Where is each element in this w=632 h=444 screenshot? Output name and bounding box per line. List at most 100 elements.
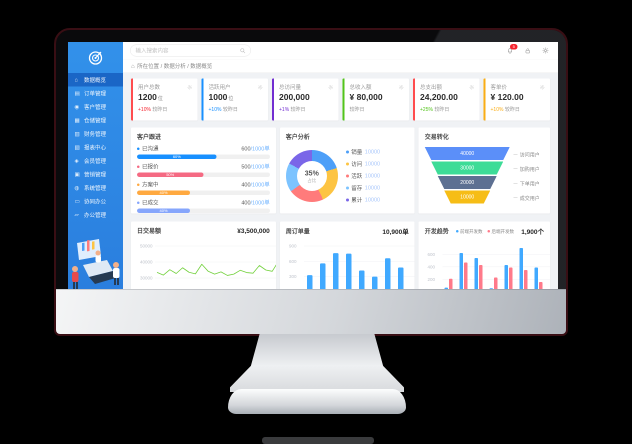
progress-fill: 40%: [137, 208, 191, 213]
search-input[interactable]: 输入搜索内容: [130, 44, 251, 57]
panel-line: 日交易额 ¥3,500,000 50000 40000 30000: [131, 221, 276, 292]
progress-track: 40%: [137, 190, 270, 195]
gear-icon[interactable]: [187, 84, 193, 90]
sidebar-item-customers[interactable]: ◉ 客户管理: [68, 100, 123, 114]
sidebar-item-orders[interactable]: ▤ 订单管理: [68, 87, 123, 101]
legend-item: 销量 10000: [345, 148, 380, 156]
sidebar-item-system[interactable]: ◍ 系统管理: [68, 181, 123, 195]
gear-icon[interactable]: [328, 84, 334, 90]
progress-track: 60%: [137, 154, 270, 159]
svg-text:400: 400: [428, 264, 436, 269]
sidebar-item-label: 办公管理: [84, 212, 106, 219]
bottom-row: 日交易额 ¥3,500,000 50000 40000 30000 周订单量 10,…: [131, 221, 551, 292]
progress-list: 已沟通 600/1000单 60% 已报价 500/1000单 50% 方案中 400/100…: [137, 145, 270, 213]
main-column: 输入搜索内容: [123, 42, 558, 292]
monitor: ⌂ 数据概览 ▤ 订单管理 ◉ 客户管理 ▦ 仓储管理 ▥ 财务管理 ▧ 报表中心 ◈ 会员管理 ▣ 营销管理…: [54, 28, 568, 336]
sidebar-item-members[interactable]: ◈ 会员管理: [68, 154, 123, 168]
donut-chart: 35% 占比: [285, 150, 338, 202]
panel-title: 开发趋势: [424, 228, 449, 235]
gear-icon[interactable]: [399, 84, 405, 90]
header-icons: 5: [507, 44, 550, 54]
breadcrumb-path: 所在位置 / 数据分析 / 数据概览: [137, 63, 213, 70]
warehouse-icon: ▦: [74, 117, 80, 124]
svg-text:50000: 50000: [140, 244, 153, 249]
sidebar-item-home[interactable]: ⌂ 数据概览: [68, 73, 123, 87]
sidebar-item-label: 仓储管理: [84, 117, 106, 124]
donut-center-value: 35%: [304, 168, 319, 177]
stat-card-unit: 位: [228, 96, 234, 102]
sidebar: ⌂ 数据概览 ▤ 订单管理 ◉ 客户管理 ▦ 仓储管理 ▥ 财务管理 ▧ 报表中心 ◈ 会员管理 ▣ 营销管理…: [68, 42, 123, 292]
progress-fill: 50%: [137, 172, 204, 177]
stat-card-title: 用户总数: [138, 84, 160, 91]
progress-row: 方案中 400/1000单 40%: [137, 181, 270, 195]
search-placeholder: 输入搜索内容: [135, 48, 169, 54]
middle-row: 客户跟进 已沟通 600/1000单 60% 已报价 500/1000单 50% 方案中 40…: [131, 127, 551, 214]
grouped-legend: 前端开发数 后端开发数: [455, 228, 514, 235]
stat-card: 客单价 ¥ 120.00 +10% 较昨日: [483, 78, 550, 121]
collaboration-icon: ▭: [74, 198, 80, 205]
progress-fill: 40%: [137, 190, 191, 195]
sidebar-item-marketing[interactable]: ▣ 营销管理: [68, 168, 123, 182]
panel-title: 周订单量: [285, 228, 310, 235]
svg-text:900: 900: [289, 244, 297, 249]
sidebar-item-label: 数据概览: [84, 77, 106, 84]
donut-row: 35% 占比 销量 10000 访问 10000 活跃 10000 留存 10000 累计 100…: [285, 148, 409, 204]
members-icon: ◈: [74, 158, 79, 164]
legend-item: 留存 10000: [345, 184, 380, 192]
search-icon: [240, 48, 246, 53]
stat-card-unit: 位: [157, 96, 163, 102]
settings-button[interactable]: [542, 47, 549, 54]
sidebar-item-finance[interactable]: ▥ 财务管理: [68, 127, 123, 141]
sidebar-item-collaboration[interactable]: ▭ 协同办公: [68, 195, 123, 209]
panel-header: 开发趋势 前端开发数 后端开发数 1,900个: [425, 227, 544, 237]
stat-card-sub: +25% 较昨日: [420, 107, 450, 113]
progress-fill: 60%: [137, 154, 217, 159]
breadcrumb: ⌂ 所在位置 / 数据分析 / 数据概览: [123, 59, 558, 73]
panel-grouped: 开发趋势 前端开发数 后端开发数 1,900个 600 400 200: [418, 221, 551, 292]
sidebar-item-label: 财务管理: [84, 131, 106, 138]
panel-title: 客户跟进: [137, 133, 162, 141]
stat-card: 总支出额 24,200.00 +25% 较昨日: [413, 78, 480, 121]
funnel-tier: 30000: [431, 161, 504, 175]
stat-card: 用户总数 1200位 +10% 较昨日: [131, 78, 198, 121]
funnel-labels: 访问用户 加购用户 下单用户 成交用户: [513, 147, 540, 205]
legend-item: 累计 10000: [345, 196, 380, 204]
sidebar-item-reports[interactable]: ▧ 报表中心: [68, 141, 123, 155]
stat-card: 总收入额 ¥ 80,000 较昨日: [342, 78, 409, 121]
stat-card-value: 24,200.00: [420, 92, 458, 103]
donut-center-sub: 占比: [307, 177, 317, 183]
sidebar-item-label: 营销管理: [84, 171, 106, 178]
progress-row: 已成交 400/1000单 40%: [137, 199, 270, 213]
svg-text:600: 600: [428, 252, 436, 257]
svg-text:600: 600: [289, 259, 297, 264]
gear-icon[interactable]: [258, 84, 264, 90]
sidebar-illustration: [68, 236, 123, 292]
sidebar-item-warehouse[interactable]: ▦ 仓储管理: [68, 114, 123, 128]
stat-card-title: 总访问量: [279, 84, 301, 91]
funnel-tier: 40000: [424, 147, 510, 160]
progress-row: 已报价 500/1000单 50%: [137, 163, 270, 177]
panel-progress: 客户跟进 已沟通 600/1000单 60% 已报价 500/1000单 50% 方案中 40…: [131, 127, 276, 214]
sidebar-item-label: 协同办公: [84, 198, 106, 205]
line-chart: 50000 40000 30000: [137, 238, 276, 292]
top-header: 输入搜索内容: [123, 42, 558, 73]
people-laptop-illustration: [72, 239, 120, 289]
progress-track: 50%: [137, 172, 270, 177]
gear-icon[interactable]: [469, 84, 475, 90]
stat-card-value: 200,000: [279, 92, 310, 103]
notifications-button[interactable]: 5: [507, 44, 518, 54]
sidebar-item-label: 订单管理: [84, 90, 106, 97]
gear-icon[interactable]: [540, 84, 546, 90]
funnel-label: 成交用户: [513, 196, 540, 202]
lock-button[interactable]: [525, 47, 532, 54]
stat-card-title: 总支出额: [420, 84, 442, 91]
home-icon: ⌂: [74, 76, 78, 83]
stat-card-sub: 较昨日: [349, 107, 365, 113]
legend-item: 后端开发数: [487, 228, 514, 235]
sidebar-item-office[interactable]: ▱ 办公管理: [68, 208, 123, 222]
funnel-tier: 20000: [437, 176, 497, 189]
customers-icon: ◉: [74, 104, 80, 110]
panel-total: 10,900单: [382, 228, 409, 236]
sidebar-item-label: 报表中心: [84, 144, 106, 151]
legend-item: 前端开发数: [455, 228, 482, 235]
